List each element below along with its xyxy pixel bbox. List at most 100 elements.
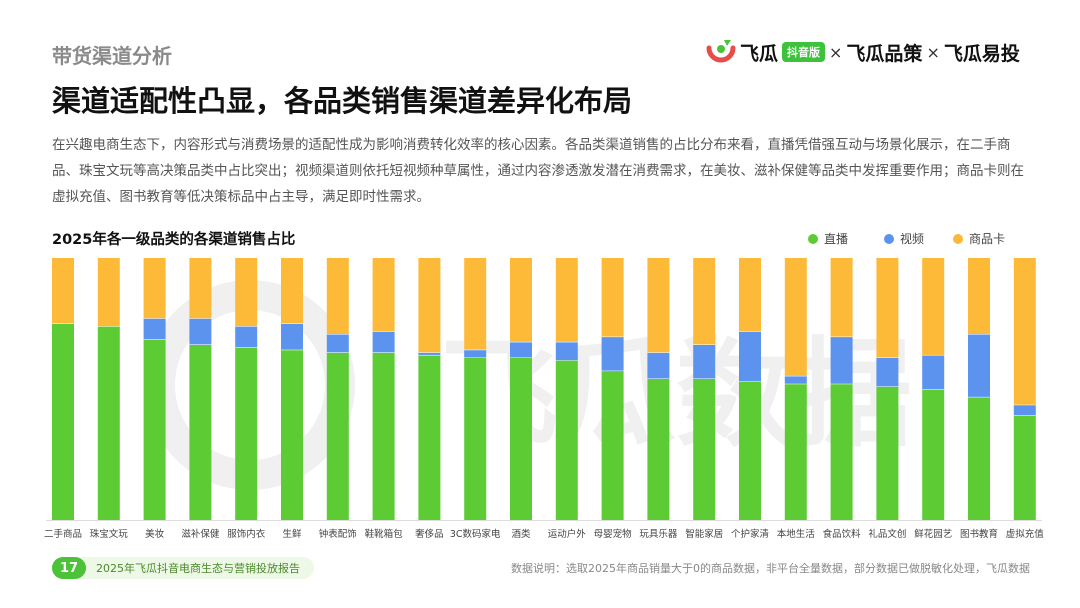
logo-product-2: 飞瓜品策 xyxy=(846,42,923,65)
x-tick-label: 鞋靴箱包 xyxy=(365,528,404,540)
legend-dot-live xyxy=(808,233,818,244)
bar-live-14 xyxy=(693,378,716,520)
legend-dot-video xyxy=(884,233,894,244)
bar-card-8 xyxy=(418,258,441,353)
bar-live-18 xyxy=(876,386,899,520)
bar-card-6 xyxy=(326,258,349,334)
legend-item-card: 商品卡 xyxy=(953,230,1005,247)
bar-video-4 xyxy=(235,326,258,348)
x-tick-label: 运动户外 xyxy=(548,528,587,540)
bar-live-2 xyxy=(143,339,166,520)
x-tick-label: 鲜花园艺 xyxy=(914,528,952,540)
bar-live-3 xyxy=(189,344,212,520)
legend-dot-card xyxy=(953,233,963,244)
x-tick-label: 本地生活 xyxy=(777,528,816,540)
logo-badge: 抖音版 xyxy=(782,42,826,62)
bar-video-7 xyxy=(372,331,395,353)
bar-live-7 xyxy=(372,352,395,520)
bar-card-4 xyxy=(235,258,258,327)
bar-live-0 xyxy=(52,323,74,520)
bar-card-18 xyxy=(876,258,899,358)
bar-live-15 xyxy=(739,381,761,520)
bar-video-8 xyxy=(418,352,441,355)
bar-card-0 xyxy=(52,258,74,324)
legend-label-video: 视频 xyxy=(900,232,925,246)
bar-live-4 xyxy=(235,347,258,520)
bar-card-15 xyxy=(739,258,761,332)
report-name: 2025年飞瓜抖音电商生态与营销投放报告 xyxy=(96,562,300,575)
bar-card-13 xyxy=(647,258,670,353)
bar-live-13 xyxy=(647,378,670,520)
bar-live-21 xyxy=(1013,415,1036,520)
x-tick-label: 生鲜 xyxy=(282,528,302,540)
page-headline: 渠道适配性凸显，各品类销售渠道差异化布局 xyxy=(52,84,633,118)
bar-live-10 xyxy=(510,357,532,520)
x-tick-label: 玩具乐器 xyxy=(639,528,678,540)
bar-live-8 xyxy=(418,354,441,520)
bar-video-21 xyxy=(1013,404,1036,416)
bar-live-19 xyxy=(922,389,945,520)
bar-live-12 xyxy=(601,370,624,520)
x-tick-label: 服饰内衣 xyxy=(227,528,266,540)
bar-video-11 xyxy=(555,341,578,361)
bar-card-11 xyxy=(555,258,578,342)
bar-card-7 xyxy=(372,258,395,332)
x-tick-label: 滋补保健 xyxy=(181,528,220,540)
bar-video-5 xyxy=(281,323,303,350)
bar-video-9 xyxy=(464,349,487,358)
bar-card-12 xyxy=(601,258,624,337)
bar-video-15 xyxy=(739,331,761,382)
x-tick-label: 3C数码家电 xyxy=(450,528,501,540)
x-tick-label: 图书教育 xyxy=(960,528,998,540)
x-tick-label: 二手商品 xyxy=(44,528,82,540)
logo-separator-2: × xyxy=(926,42,940,62)
x-tick-label: 虚拟充值 xyxy=(1006,528,1045,540)
x-tick-label: 珠宝文玩 xyxy=(90,528,129,540)
legend-item-video: 视频 xyxy=(884,230,924,247)
x-tick-label: 礼品文创 xyxy=(868,528,906,540)
bar-live-20 xyxy=(968,396,990,520)
x-tick-label: 食品饮料 xyxy=(823,528,862,540)
bar-card-2 xyxy=(143,258,166,319)
logo-separator-1: × xyxy=(829,42,843,62)
bar-card-21 xyxy=(1013,258,1036,405)
legend-item-live: 直播 xyxy=(808,230,848,247)
bar-video-2 xyxy=(143,318,166,340)
bar-card-16 xyxy=(784,258,807,376)
bar-card-5 xyxy=(281,258,303,324)
bar-live-6 xyxy=(326,352,349,520)
bar-card-19 xyxy=(922,258,945,355)
bar-video-13 xyxy=(647,352,670,379)
bar-live-9 xyxy=(464,357,487,520)
intro-paragraph: 在兴趣电商生态下，内容形式与消费场景的适配性成为影响消费转化效率的核心因素。各品… xyxy=(52,137,1024,205)
legend-label-live: 直播 xyxy=(824,232,849,246)
bar-card-9 xyxy=(464,258,487,350)
section-title: 带货渠道分析 xyxy=(52,44,172,68)
bar-video-17 xyxy=(830,336,853,384)
bar-live-16 xyxy=(784,383,807,520)
bar-video-19 xyxy=(922,354,945,389)
chart-title: 2025年各一级品类的各渠道销售占比 xyxy=(52,232,296,248)
logo-product-3: 飞瓜易投 xyxy=(943,42,1020,65)
page-number: 17 xyxy=(52,557,86,579)
legend-label-card: 商品卡 xyxy=(969,232,1006,246)
bar-live-17 xyxy=(830,383,853,520)
x-tick-label: 个护家清 xyxy=(731,528,770,540)
bar-video-20 xyxy=(968,333,990,397)
x-tick-label: 母婴宠物 xyxy=(594,528,633,540)
x-tick-label: 钟表配饰 xyxy=(319,528,357,540)
logo-brand: 飞瓜 xyxy=(740,42,779,65)
bar-live-1 xyxy=(97,326,120,520)
bar-live-11 xyxy=(555,360,578,520)
bar-card-20 xyxy=(968,258,990,334)
bar-card-14 xyxy=(693,258,716,345)
feigua-logo-icon xyxy=(706,40,736,63)
x-tick-label: 酒类 xyxy=(511,528,531,540)
bar-video-16 xyxy=(784,375,807,384)
footer-report-pill: 17 2025年飞瓜抖音电商生态与营销投放报告 xyxy=(52,557,314,579)
bar-video-12 xyxy=(601,336,624,371)
bar-video-6 xyxy=(326,333,349,353)
bar-video-3 xyxy=(189,318,212,345)
bar-card-17 xyxy=(830,258,853,337)
